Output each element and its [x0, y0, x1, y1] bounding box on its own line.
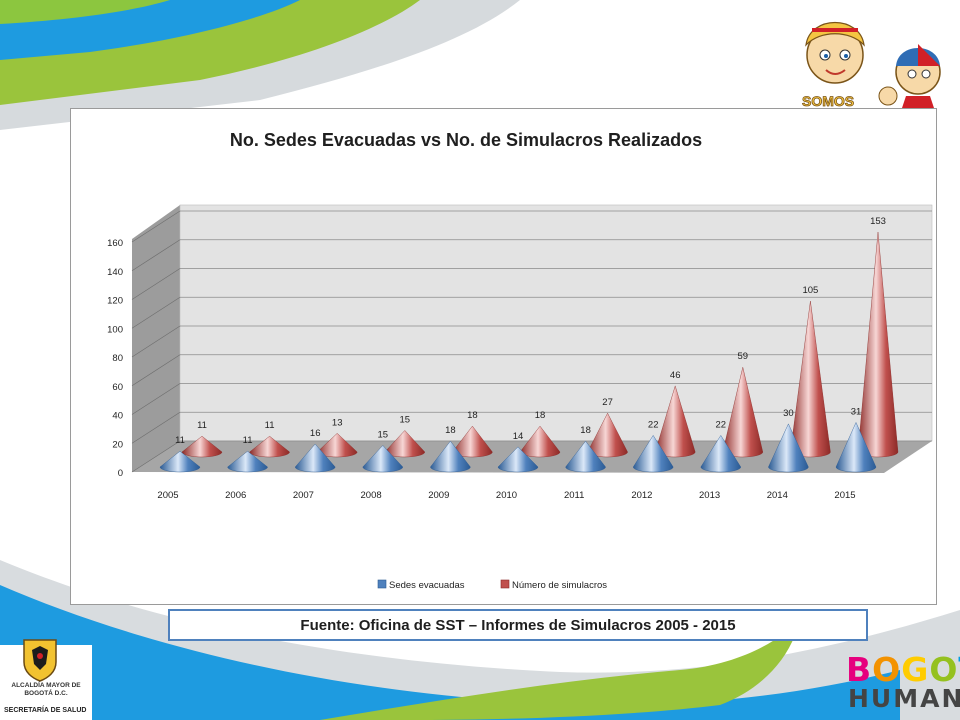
- cone-sedes-2007: [294, 443, 336, 473]
- data-label: 18: [445, 425, 456, 436]
- x-tick-label: 2006: [225, 490, 246, 501]
- x-tick-label: 2008: [361, 490, 382, 501]
- cone-chart: No. Sedes Evacuadas vs No. de Simulacros…: [107, 130, 933, 591]
- chart-title: No. Sedes Evacuadas vs No. de Simulacros…: [230, 130, 702, 150]
- gridline-side: [131, 383, 181, 415]
- mascot-children-icon: [805, 22, 941, 108]
- data-label: 18: [580, 425, 591, 436]
- cone-sedes-2014: [768, 423, 809, 473]
- top-light-green-swoosh: [0, 0, 170, 24]
- cone-sedes-2008: [362, 445, 404, 473]
- data-label: 22: [716, 419, 727, 430]
- data-label: 15: [400, 414, 411, 425]
- source-box: Fuente: Oficina de SST – Informes de Sim…: [168, 609, 868, 641]
- y-tick-label: 100: [107, 324, 123, 335]
- bogota-logo-top: BOGOTÁ: [846, 650, 960, 689]
- data-label: 18: [535, 410, 546, 421]
- data-label: 11: [243, 435, 253, 446]
- data-label: 13: [332, 417, 343, 428]
- data-label: 31: [851, 406, 862, 417]
- cone-sedes-2012: [632, 435, 674, 473]
- y-tick-label: 40: [112, 411, 123, 422]
- data-label: 30: [783, 408, 794, 419]
- data-label: 11: [265, 420, 275, 431]
- y-tick-label: 20: [112, 439, 123, 450]
- legend-item-1: Número de simulacros: [500, 579, 607, 591]
- gridline-side: [131, 325, 181, 358]
- legend-item-0: Sedes evacuadas: [377, 579, 465, 591]
- x-tick-label: 2013: [699, 490, 720, 501]
- gridline-side: [131, 268, 181, 300]
- data-label: 15: [378, 429, 389, 440]
- somos-logo-text: SOMOS: [802, 93, 854, 109]
- gridline-side: [131, 411, 181, 444]
- data-label: 11: [197, 420, 207, 431]
- data-label: 153: [870, 216, 886, 227]
- alcaldia-logo-text: ALCALDÍA MAYOR DE BOGOTÁ D.C.: [11, 682, 81, 697]
- data-label: 105: [802, 285, 818, 296]
- cone-sedes-2015: [835, 421, 877, 473]
- x-tick-label: 2007: [293, 490, 314, 501]
- data-label: 46: [670, 370, 681, 381]
- svg-text:Número de simulacros: Número de simulacros: [512, 580, 607, 591]
- gridline-side: [131, 210, 181, 243]
- cone-sedes-2009: [430, 440, 471, 473]
- data-label: 11: [175, 435, 185, 446]
- cone-simulacros-2005: [181, 435, 223, 458]
- cone-sedes-2011: [565, 440, 606, 473]
- gridline-side: [131, 440, 181, 473]
- data-label: 59: [738, 351, 749, 362]
- bogota-logo-bottom: HUMANA: [848, 684, 960, 713]
- cone-sedes-2010: [497, 446, 539, 473]
- side-wall: [132, 205, 180, 472]
- bottom-blue-swoosh: [0, 585, 900, 720]
- cone-sedes-2006: [227, 450, 268, 473]
- data-label: 16: [310, 428, 321, 439]
- x-tick-label: 2011: [564, 490, 584, 501]
- gridline-side: [131, 354, 181, 387]
- gridline-side: [131, 239, 181, 272]
- gridline-side: [131, 296, 181, 329]
- x-tick-label: 2009: [428, 490, 449, 501]
- data-label: 14: [513, 431, 524, 442]
- x-tick-label: 2012: [631, 490, 652, 501]
- y-tick-label: 140: [107, 267, 123, 278]
- x-tick-label: 2014: [767, 490, 788, 501]
- x-tick-label: 2015: [834, 490, 855, 501]
- data-label: 22: [648, 419, 659, 430]
- cone-simulacros-2006: [249, 435, 290, 458]
- alcaldia-shield-icon: [23, 639, 57, 682]
- y-tick-label: 120: [107, 296, 123, 307]
- data-label: 18: [467, 410, 478, 421]
- x-tick-label: 2010: [496, 490, 517, 501]
- y-tick-label: 160: [107, 238, 123, 249]
- y-tick-label: 60: [112, 382, 123, 393]
- y-tick-label: 80: [112, 353, 123, 364]
- bottom-green-swoosh: [320, 620, 800, 720]
- cone-sedes-2005: [159, 450, 201, 473]
- y-tick-label: 0: [118, 468, 123, 479]
- svg-text:Sedes evacuadas: Sedes evacuadas: [389, 580, 465, 591]
- source-text: Fuente: Oficina de SST – Informes de Sim…: [300, 616, 736, 634]
- secretaria-logo-text: SECRETARÍA DE SALUD: [4, 707, 87, 714]
- x-tick-label: 2005: [157, 490, 178, 501]
- cone-sedes-2013: [700, 435, 742, 473]
- data-label: 27: [602, 397, 613, 408]
